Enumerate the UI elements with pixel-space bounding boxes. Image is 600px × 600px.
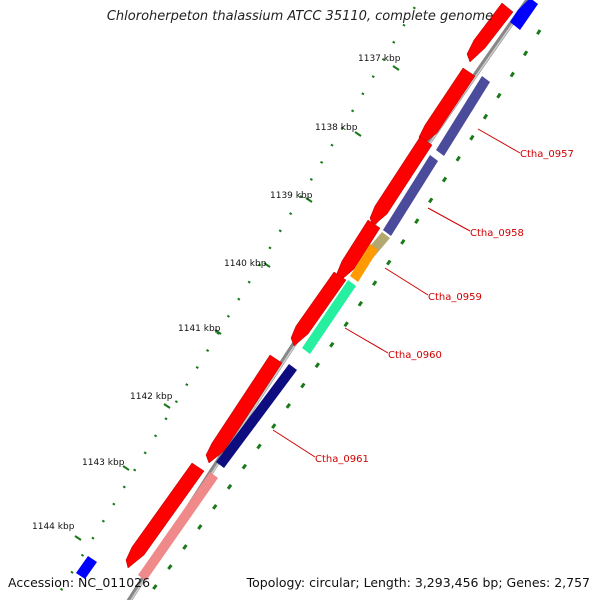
inner-dashed-circle bbox=[143, 29, 542, 600]
tick-mark bbox=[263, 262, 271, 268]
gene-arrow[interactable] bbox=[510, 0, 538, 30]
gene-arrow[interactable] bbox=[302, 280, 356, 354]
gene-label[interactable]: Ctha_0957 bbox=[520, 149, 574, 160]
gene-labels: Ctha_0957 Ctha_0958 Ctha_0959 Ctha_0960 … bbox=[272, 128, 574, 465]
tick-marks: 1137 kbp 1138 kbp 1139 kbp 1140 kbp 1141… bbox=[32, 54, 401, 541]
tick-label: 1139 kbp bbox=[270, 191, 313, 201]
gene-arrow[interactable] bbox=[383, 155, 438, 236]
reverse-genes bbox=[76, 0, 538, 581]
leader-line bbox=[384, 267, 429, 296]
gene-arrow[interactable] bbox=[466, 2, 514, 63]
gene-arrow[interactable] bbox=[369, 136, 433, 227]
tick-mark bbox=[305, 197, 313, 203]
gene-arrow[interactable] bbox=[205, 354, 283, 464]
gene-label[interactable]: Ctha_0958 bbox=[470, 228, 524, 239]
accession-text: Accession: NC_011026 bbox=[8, 575, 151, 590]
gene-arrow[interactable] bbox=[125, 462, 205, 569]
tick-mark bbox=[392, 65, 400, 71]
gene-arrow[interactable] bbox=[216, 364, 297, 468]
tick-mark bbox=[122, 465, 130, 471]
gene-arrow[interactable] bbox=[350, 244, 378, 282]
tick-label: 1140 kbp bbox=[224, 259, 267, 269]
gene-arrow[interactable] bbox=[138, 472, 218, 581]
tick-label: 1144 kbp bbox=[32, 522, 75, 532]
tick-mark bbox=[163, 403, 171, 409]
gene-label[interactable]: Ctha_0960 bbox=[388, 350, 442, 361]
leader-line bbox=[477, 128, 521, 154]
leader-line bbox=[272, 429, 316, 458]
gene-arrow[interactable] bbox=[418, 67, 476, 146]
tick-mark bbox=[214, 329, 222, 335]
forward-genes bbox=[125, 2, 514, 569]
tick-label: 1137 kbp bbox=[358, 54, 401, 64]
gene-label[interactable]: Ctha_0959 bbox=[428, 292, 482, 303]
tick-label: 1141 kbp bbox=[178, 324, 221, 334]
tick-label: 1143 kbp bbox=[82, 458, 125, 468]
gene-label[interactable]: Ctha_0961 bbox=[315, 454, 369, 465]
gene-arrow[interactable] bbox=[436, 76, 490, 156]
topology-text: Topology: circular; Length: 3,293,456 bp… bbox=[246, 575, 590, 590]
genome-title: Chloroherpeton thalassium ATCC 35110, co… bbox=[106, 9, 494, 24]
tick-label: 1138 kbp bbox=[315, 123, 358, 133]
outer-dotted-circle bbox=[53, 0, 421, 600]
tick-mark bbox=[354, 131, 362, 137]
leader-line bbox=[344, 327, 389, 354]
gene-arrow[interactable] bbox=[290, 271, 347, 347]
tick-label: 1142 kbp bbox=[130, 392, 173, 402]
gene-arrow[interactable] bbox=[76, 556, 97, 579]
tick-mark bbox=[74, 535, 82, 541]
leader-line bbox=[427, 207, 471, 232]
gene-arrow[interactable] bbox=[336, 219, 381, 282]
